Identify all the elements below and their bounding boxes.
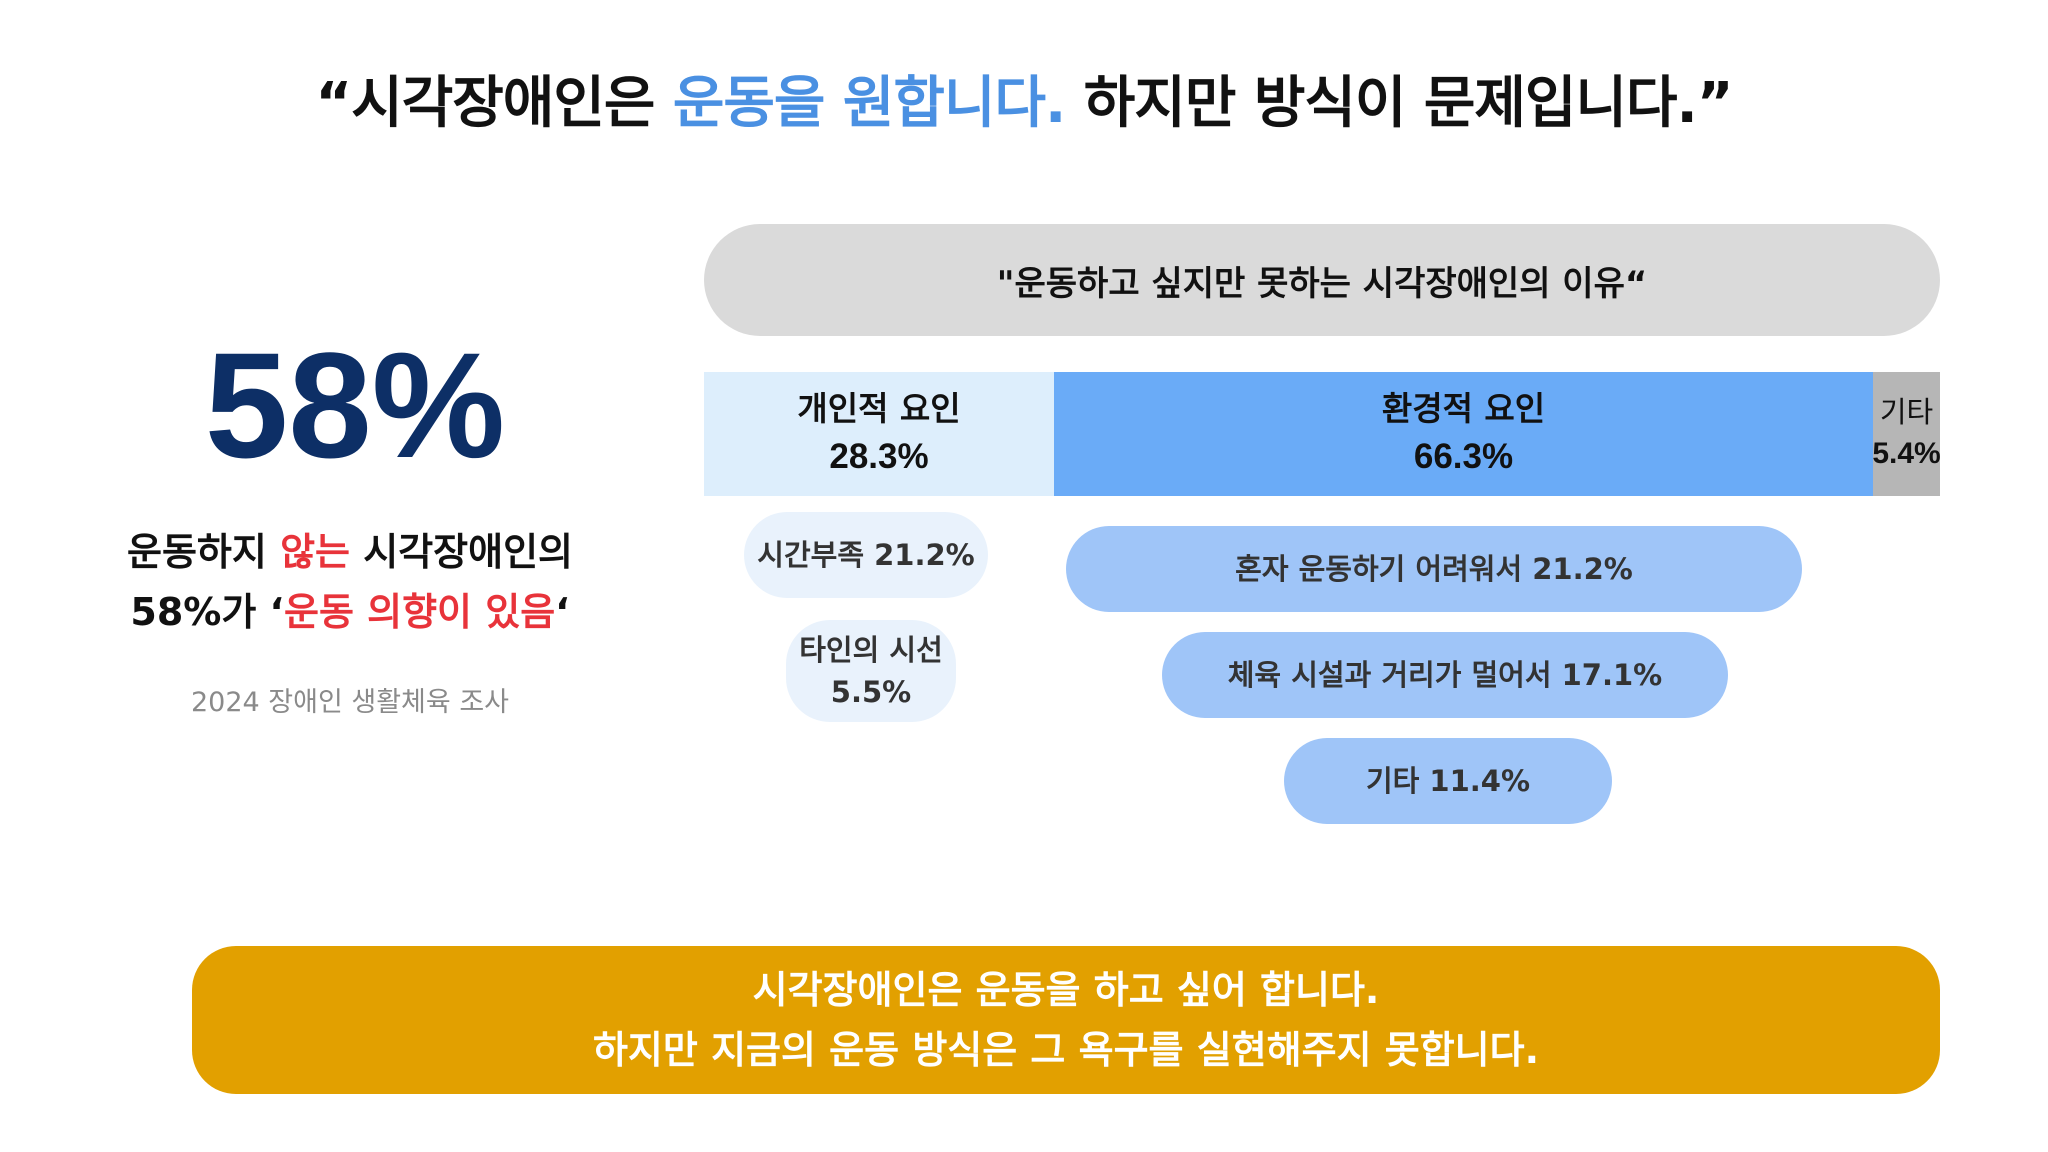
- headline-open-quote: “: [315, 71, 352, 136]
- segment-value: 5.4%: [1872, 437, 1941, 470]
- pill-environment-3: 기타 11.4%: [1284, 738, 1612, 824]
- claim-line1-b: 시각장애인의: [350, 530, 573, 574]
- claim-line1-a: 운동하지: [127, 530, 281, 574]
- segment-personal: 개인적 요인 28.3%: [704, 372, 1054, 496]
- headline-close-quote: ”: [1696, 71, 1734, 136]
- headline-part1: 시각장애인은: [351, 71, 673, 136]
- stat-source: 2024 장애인 생활체육 조사: [190, 687, 510, 718]
- banner-line2: 하지만 지금의 운동 방식은 그 욕구를 실현해주지 못합니다.: [592, 1028, 1540, 1072]
- segment-value: 28.3%: [829, 437, 929, 476]
- claim-line2-red: 운동 의향이 있음: [283, 590, 556, 634]
- page-headline: “시각장애인은 운동을 원합니다. 하지만 방식이 문제입니다.”: [0, 58, 2048, 139]
- claim-line1-red: 않는: [280, 530, 350, 574]
- claim-line2-b: ‘: [555, 590, 570, 634]
- pill-line: 5.5%: [830, 675, 912, 709]
- segment-label: 개인적 요인: [797, 389, 961, 428]
- banner-line1: 시각장애인은 운동을 하고 싶어 합니다.: [752, 968, 1380, 1012]
- stat-claim-line2: 58%가 ‘운동 의향이 있음‘: [110, 582, 590, 642]
- headline-part2: 하지만 방식이 문제입니다.: [1065, 71, 1698, 136]
- pill-line: 타인의 시선: [799, 633, 943, 667]
- pill-personal-1: 시간부족 21.2%: [744, 512, 988, 598]
- stat-claim-line1: 운동하지 않는 시각장애인의: [110, 522, 590, 582]
- segment-environment: 환경적 요인 66.3%: [1054, 372, 1873, 496]
- pill-personal-2: 타인의 시선 5.5%: [786, 620, 956, 722]
- segment-label: 기타: [1879, 395, 1934, 429]
- segment-label: 환경적 요인: [1381, 389, 1546, 428]
- claim-line2-a: 58%가 ‘: [130, 590, 284, 634]
- segment-other: 기타 5.4%: [1872, 372, 1941, 496]
- pill-environment-2: 체육 시설과 거리가 멀어서 17.1%: [1162, 632, 1728, 718]
- segment-value: 66.3%: [1413, 437, 1514, 476]
- pill-environment-1: 혼자 운동하기 어려워서 21.2%: [1066, 526, 1802, 612]
- headline-accent: 운동을 원합니다.: [672, 71, 1066, 136]
- chart-title: "운동하고 싶지만 못하는 시각장애인의 이유“: [704, 224, 1940, 336]
- conclusion-banner: 시각장애인은 운동을 하고 싶어 합니다. 하지만 지금의 운동 방식은 그 욕…: [192, 946, 1940, 1094]
- stat-value: 58%: [204, 321, 506, 489]
- stat-claim: 운동하지 않는 시각장애인의 58%가 ‘운동 의향이 있음‘: [110, 522, 590, 642]
